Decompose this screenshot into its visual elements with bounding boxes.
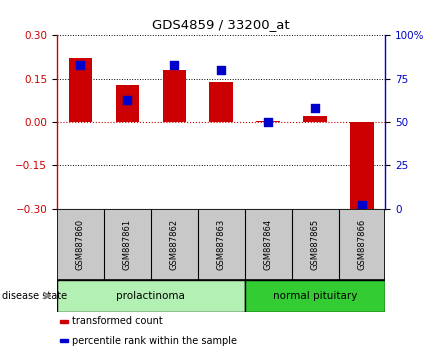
Text: normal pituitary: normal pituitary [273,291,357,301]
Point [311,105,318,111]
Bar [60,320,68,323]
Text: transformed count: transformed count [72,316,162,326]
Bar [60,339,68,342]
Text: GSM887864: GSM887864 [264,219,272,270]
Text: GSM887860: GSM887860 [76,219,85,270]
Point [77,62,84,68]
Point [171,62,178,68]
Point [124,97,131,102]
Bar [116,85,139,122]
Bar [303,116,327,122]
Text: GSM887862: GSM887862 [170,219,179,270]
Text: GSM887863: GSM887863 [217,219,226,270]
Text: GSM887865: GSM887865 [311,219,320,270]
Text: percentile rank within the sample: percentile rank within the sample [72,336,237,346]
Point [265,119,272,125]
Bar [245,280,385,312]
Text: GSM887861: GSM887861 [123,219,132,270]
Bar [162,70,186,122]
Bar [69,58,92,122]
Title: GDS4859 / 33200_at: GDS4859 / 33200_at [152,18,290,32]
Bar [209,82,233,122]
Bar [57,280,245,312]
Text: prolactinoma: prolactinoma [117,291,185,301]
Bar [350,122,374,212]
Point [358,202,365,208]
Point [218,67,225,73]
Text: disease state: disease state [2,291,67,301]
Text: GSM887866: GSM887866 [357,219,367,270]
Bar [256,121,280,122]
